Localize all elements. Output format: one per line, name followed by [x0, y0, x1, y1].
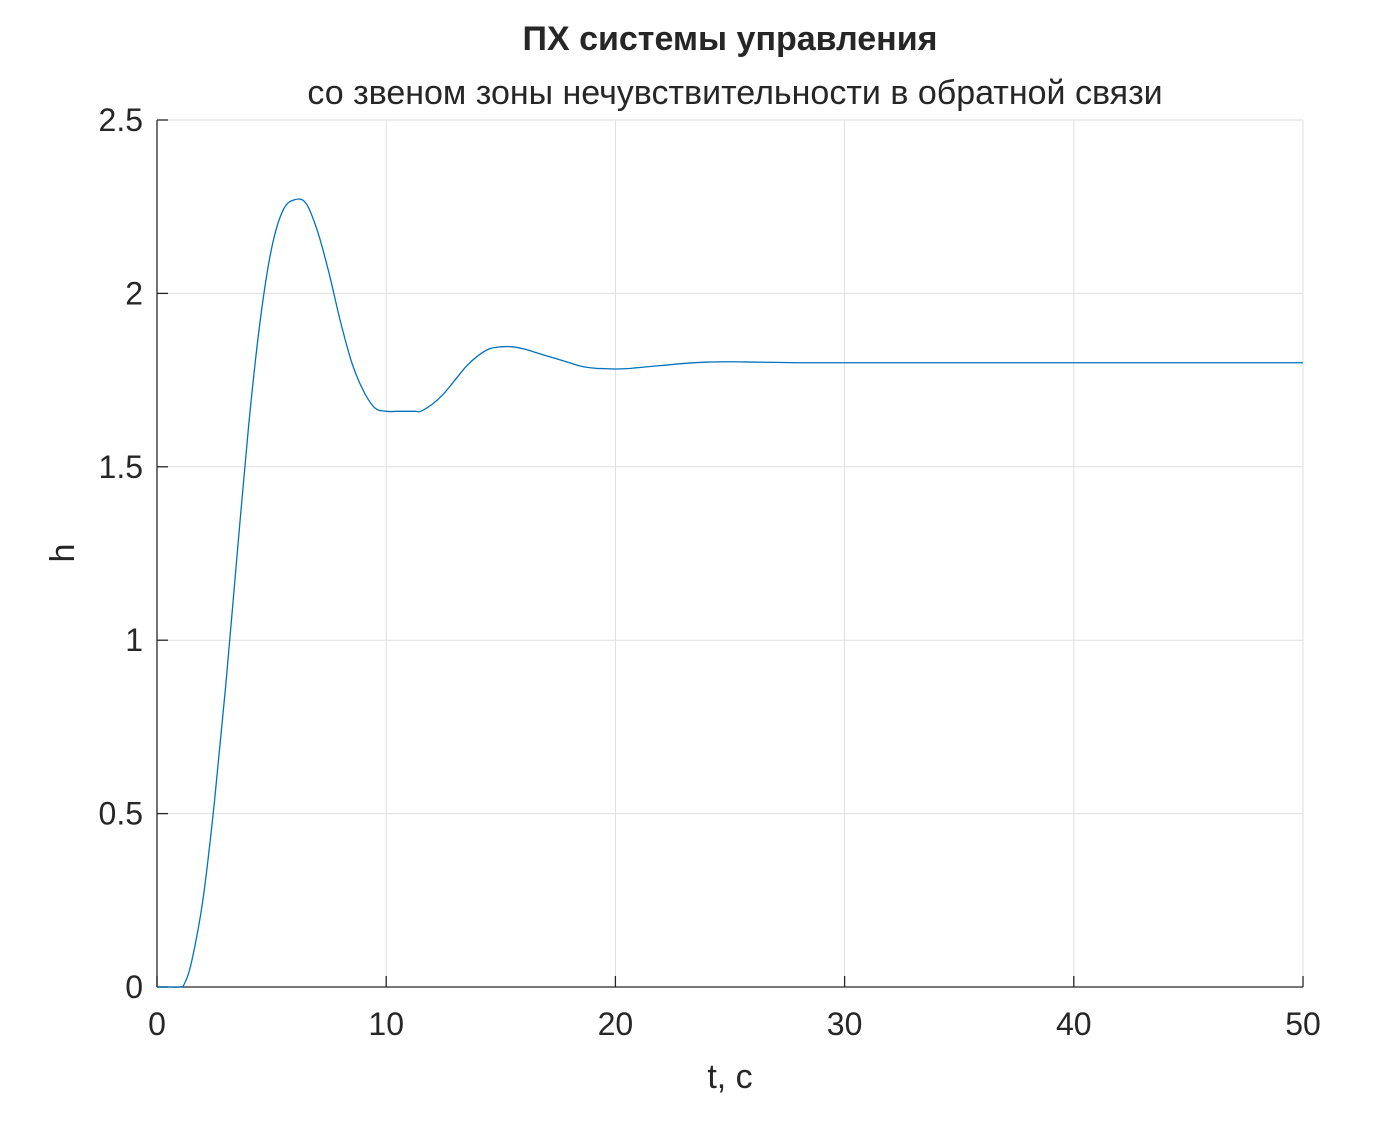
y-tick-label: 0	[125, 969, 143, 1005]
grid	[156, 119, 1304, 988]
x-tick-label: 20	[598, 1006, 634, 1042]
axes	[156, 119, 1304, 988]
y-tick-label: 1	[125, 622, 143, 658]
y-tick-labels: 0 0.5 1 1.5 2 2.5	[99, 102, 143, 1005]
x-tick-label: 40	[1056, 1006, 1092, 1042]
x-axis-label: t, c	[707, 1058, 752, 1096]
y-tick-label: 2.5	[99, 102, 143, 138]
x-tick-label: 50	[1285, 1006, 1321, 1042]
y-tick-label: 1.5	[99, 449, 143, 485]
x-tick-label: 0	[148, 1006, 166, 1042]
y-tick-label: 0.5	[99, 796, 143, 832]
series-group	[157, 198, 1303, 988]
chart-subtitle: со звеном зоны нечувствительности в обра…	[307, 74, 1162, 112]
x-tick-label: 30	[827, 1006, 863, 1042]
series-line	[157, 198, 1303, 988]
y-tick-label: 2	[125, 275, 143, 311]
y-axis-label: h	[44, 544, 82, 563]
chart-title: ПХ системы управления	[523, 20, 938, 58]
x-tick-label: 10	[368, 1006, 404, 1042]
x-tick-labels: 0 10 20 30 40 50	[148, 1006, 1321, 1042]
plot-area	[157, 120, 1303, 987]
